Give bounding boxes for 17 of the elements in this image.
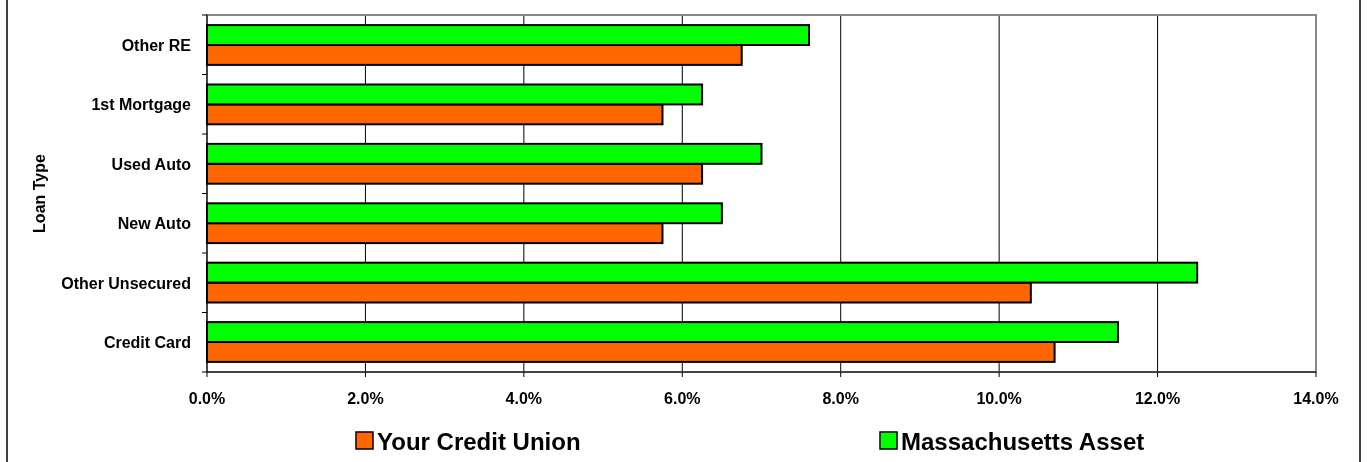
x-tick-label: 2.0% [347,390,384,407]
x-tick-label: 10.0% [976,390,1022,407]
x-tick-label: 14.0% [1293,390,1339,407]
y-axis-title: Loan Type [31,153,48,233]
y-tick-label: 1st Mortgage [91,96,192,114]
y-tick-label: Other RE [121,36,192,54]
x-tick-label: 8.0% [822,390,859,407]
x-tick-label: 6.0% [664,390,701,407]
y-tick-label: Credit Card [103,334,191,352]
x-tick-label: 4.0% [505,390,543,407]
y-tick-label: Other Unsecured [61,274,191,292]
x-tick-label: 0.0% [188,390,226,407]
legend-label: Your Credit Union [377,428,581,455]
x-tick-label: 12.0% [1134,390,1181,407]
y-tick-label: Used Auto [111,155,192,173]
y-tick-label: New Auto [117,215,192,233]
legend-label: Massachusetts Asset [901,428,1145,455]
